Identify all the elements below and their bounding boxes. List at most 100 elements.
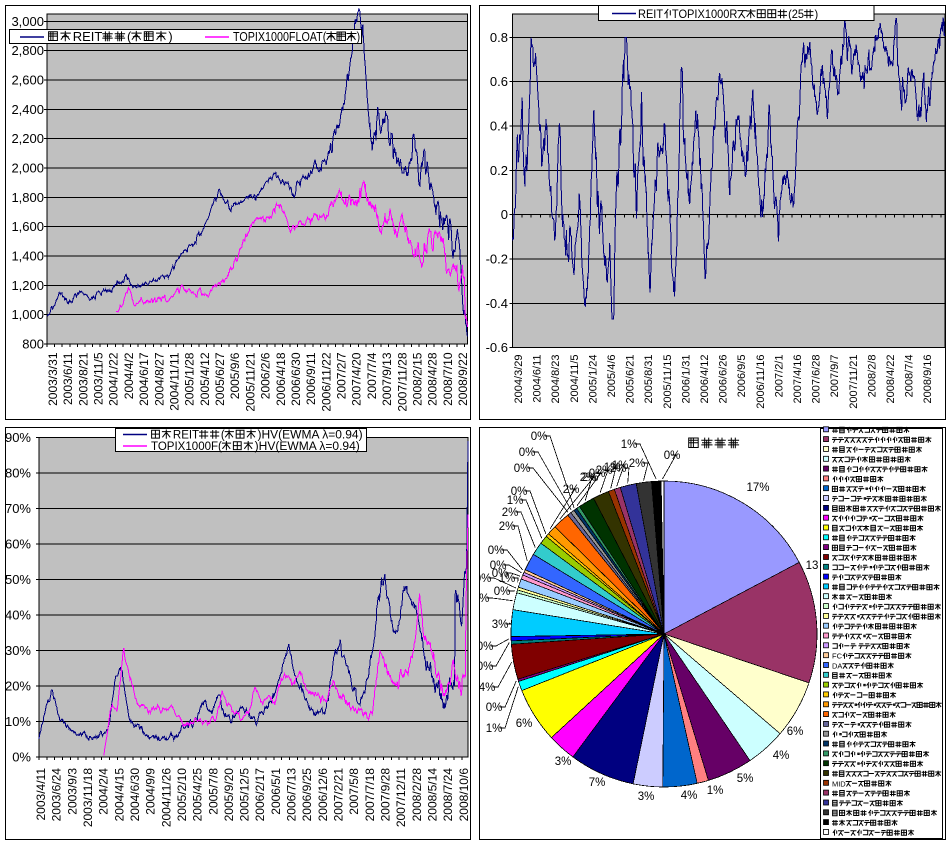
svg-text:1,400: 1,400	[11, 249, 44, 264]
svg-text:2003/4/11: 2003/4/11	[34, 768, 48, 821]
svg-text:TOPIX1000R: TOPIX1000R	[672, 8, 738, 21]
svg-text:0%: 0%	[475, 573, 492, 585]
svg-text:2005/1/28: 2005/1/28	[183, 352, 197, 406]
svg-text:-0.6: -0.6	[486, 340, 508, 355]
svg-text:2007/9/13: 2007/9/13	[380, 352, 394, 406]
svg-text:2005/11/21: 2005/11/21	[243, 352, 257, 411]
svg-text:): )	[168, 29, 172, 44]
svg-text:2003/8/21: 2003/8/21	[76, 352, 90, 406]
svg-text:0%: 0%	[477, 661, 494, 673]
svg-text:2003/3/31: 2003/3/31	[46, 352, 60, 406]
svg-text:2006/6/26: 2006/6/26	[718, 355, 730, 404]
svg-text:2008/9/16: 2008/9/16	[922, 355, 934, 404]
svg-text:7%: 7%	[589, 777, 606, 789]
svg-text:2004/11/11: 2004/11/11	[168, 352, 182, 411]
svg-text:2007/2/7: 2007/2/7	[335, 352, 349, 399]
svg-text:TOPIX1000F(: TOPIX1000F(	[151, 441, 222, 453]
svg-text:0%: 0%	[477, 641, 494, 653]
svg-text:90%: 90%	[5, 430, 31, 445]
svg-text:2005/4/6: 2005/4/6	[606, 355, 618, 398]
svg-text:2007/7/18: 2007/7/18	[363, 768, 377, 822]
svg-text:2003/9/3: 2003/9/3	[65, 768, 79, 815]
svg-text:2,600: 2,600	[11, 73, 44, 88]
svg-text:1%: 1%	[604, 462, 621, 474]
svg-text:30%: 30%	[5, 643, 31, 658]
svg-text:REIT: REIT	[638, 8, 663, 21]
svg-text:2005/8/31: 2005/8/31	[643, 355, 655, 404]
svg-text:4%: 4%	[479, 682, 496, 694]
svg-text:2007/9/28: 2007/9/28	[379, 768, 393, 822]
svg-text:2,400: 2,400	[11, 102, 44, 117]
svg-text:2004/2/4: 2004/2/4	[97, 768, 111, 815]
svg-text:0.6: 0.6	[490, 74, 508, 89]
svg-text:0%: 0%	[519, 447, 536, 459]
svg-text:2005/4/25: 2005/4/25	[191, 768, 205, 822]
svg-text:2006/9/11: 2006/9/11	[304, 352, 318, 405]
svg-text:2005/6/27: 2005/6/27	[213, 352, 227, 406]
svg-text:2006/12/6: 2006/12/6	[316, 768, 330, 822]
svg-text:0%: 0%	[490, 560, 507, 572]
svg-text:0%: 0%	[486, 702, 503, 714]
svg-text:2007/6/28: 2007/6/28	[811, 355, 823, 404]
svg-text:-0.4: -0.4	[486, 296, 508, 311]
svg-text:2,200: 2,200	[11, 131, 44, 146]
svg-text:0%: 0%	[531, 431, 548, 443]
svg-text:2%: 2%	[582, 472, 599, 484]
svg-text:1,200: 1,200	[11, 278, 44, 293]
svg-text:17%: 17%	[746, 482, 769, 494]
svg-text:0%: 0%	[12, 750, 31, 765]
svg-text:2005/9/6: 2005/9/6	[228, 352, 242, 399]
svg-text:60%: 60%	[5, 537, 31, 552]
svg-text:3%: 3%	[638, 791, 655, 803]
svg-text:2006/9/25: 2006/9/25	[300, 768, 314, 822]
svg-text:2004/11/26: 2004/11/26	[159, 768, 173, 827]
svg-text:2007/11/28: 2007/11/28	[395, 352, 409, 411]
svg-text:0%: 0%	[494, 586, 511, 598]
svg-text:2004/6/30: 2004/6/30	[128, 768, 142, 822]
svg-text:FC: FC	[832, 652, 843, 661]
svg-text:2004/1/22: 2004/1/22	[107, 352, 121, 406]
svg-text:2007/9/7: 2007/9/7	[829, 355, 841, 398]
svg-text:2006/11/16: 2006/11/16	[755, 355, 767, 409]
svg-text:REIT: REIT	[173, 430, 199, 442]
svg-text:2006/6/30: 2006/6/30	[289, 352, 303, 406]
svg-text:2005/1/24: 2005/1/24	[587, 355, 599, 404]
svg-text:2008/7/24: 2008/7/24	[441, 768, 455, 822]
svg-text:0%: 0%	[664, 450, 681, 462]
svg-text:-0.2: -0.2	[486, 252, 508, 267]
svg-text:3%: 3%	[492, 619, 509, 631]
svg-text:): )	[357, 30, 361, 44]
svg-text:2006/1/31: 2006/1/31	[680, 355, 692, 404]
svg-text:(: (	[221, 430, 225, 442]
svg-text:2008/4/22: 2008/4/22	[885, 355, 897, 404]
svg-text:2005/6/21: 2005/6/21	[625, 355, 637, 404]
svg-text:2008/7/10: 2008/7/10	[441, 352, 455, 406]
svg-text:TOPIX1000FLOAT(: TOPIX1000FLOAT(	[233, 30, 327, 44]
svg-text:2%: 2%	[610, 463, 627, 475]
svg-text:(: (	[127, 29, 132, 44]
svg-text:REIT: REIT	[73, 29, 103, 44]
svg-text:2%: 2%	[580, 472, 597, 484]
svg-text:2008/7/4: 2008/7/4	[904, 355, 916, 398]
svg-text:2007/4/20: 2007/4/20	[350, 352, 364, 406]
svg-text:0.8: 0.8	[490, 30, 508, 45]
svg-text:2003/6/11: 2003/6/11	[61, 352, 75, 405]
svg-text:2006/2/6: 2006/2/6	[259, 352, 273, 399]
svg-text:2%: 2%	[473, 593, 490, 605]
svg-text:0%: 0%	[511, 486, 528, 498]
svg-text:0%: 0%	[514, 463, 531, 475]
svg-text:13: 13	[806, 560, 819, 572]
svg-text:2,000: 2,000	[11, 161, 44, 176]
svg-text:1%: 1%	[486, 723, 503, 735]
svg-text:1%: 1%	[621, 439, 638, 451]
svg-text:)HV(EWMA λ=0.94): )HV(EWMA λ=0.94)	[255, 441, 360, 453]
svg-text:10%: 10%	[5, 714, 31, 729]
svg-text:2,800: 2,800	[11, 43, 44, 58]
svg-text:1%: 1%	[499, 573, 516, 585]
svg-text:2004/9/9: 2004/9/9	[144, 768, 158, 815]
svg-text:1%: 1%	[507, 495, 524, 507]
svg-text:2004/6/11: 2004/6/11	[532, 355, 544, 403]
svg-text:MID: MID	[832, 779, 846, 788]
svg-text:2005/11/15: 2005/11/15	[662, 355, 674, 409]
svg-text:2003/11/5: 2003/11/5	[92, 352, 106, 405]
